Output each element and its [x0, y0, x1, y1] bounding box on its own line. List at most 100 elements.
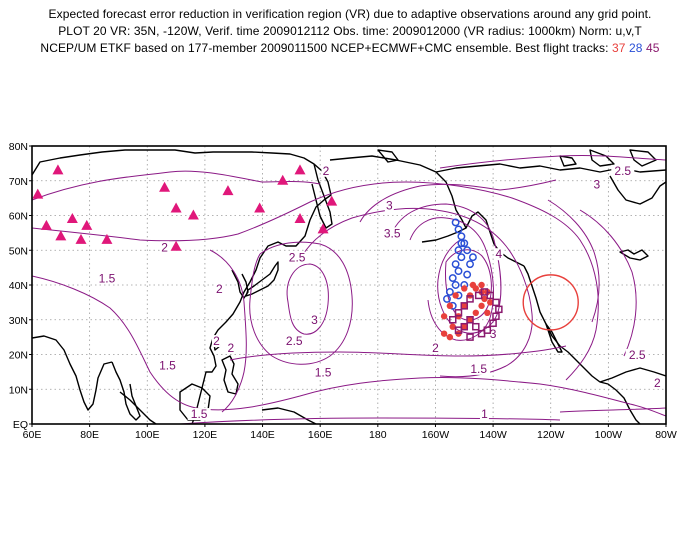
observation-site-marker [294, 164, 306, 175]
contour-label: 2 [323, 164, 330, 178]
observation-site-marker [222, 185, 234, 196]
contour-label-bg [592, 178, 602, 191]
lon-tick-label: 80E [80, 429, 99, 441]
track-point [448, 316, 457, 324]
contour-label: 2 [654, 376, 661, 390]
lat-tick-label: 50N [9, 245, 28, 257]
contour-label-bg [488, 328, 498, 341]
contour-label: 3 [593, 178, 600, 192]
header-line-3-text: NCEP/UM ETKF based on 177-member 2009011… [40, 41, 609, 55]
contour-label: 2 [216, 282, 223, 296]
lat-tick-label: 60N [9, 211, 28, 223]
contour-label-bg [652, 376, 662, 389]
contour-label: 1.5 [470, 362, 487, 376]
flight-track-28 [443, 218, 477, 310]
contour-2-outer [32, 181, 599, 381]
sumatra-coastline [119, 391, 157, 424]
arctic-island-4 [559, 155, 577, 167]
arctic-island-1 [377, 149, 399, 163]
track-point [484, 309, 491, 316]
track-label-45: 45 [646, 41, 660, 55]
lat-tick-label: 30N [9, 315, 28, 327]
track-point [454, 267, 463, 276]
observation-site-marker [254, 202, 266, 213]
observation-site-marker [187, 209, 199, 220]
contour-label: 1.5 [191, 407, 208, 421]
lon-tick-label: 140W [479, 429, 507, 441]
contour-1.5-east [559, 407, 666, 413]
hudson-bay-coast [609, 175, 666, 205]
observation-site-marker [170, 202, 182, 213]
observation-site-marker [75, 233, 87, 244]
track-point [463, 246, 472, 255]
observation-site-marker [159, 181, 171, 192]
arctic-island-3 [629, 149, 657, 167]
track-point [478, 302, 485, 310]
header-line-2: PLOT 20 VR: 35N, -120W, Verif. time 2009… [58, 24, 642, 38]
observation-site-marker [40, 219, 52, 230]
track-point [451, 281, 460, 289]
track-point [460, 302, 469, 310]
header-line-1: Expected forecast error reduction in ver… [48, 7, 652, 21]
contour-label: 2 [432, 341, 439, 355]
malay-coastline [111, 361, 141, 421]
contour-label: 2.5 [289, 251, 306, 265]
contour-label-bg [479, 408, 489, 421]
lon-tick-label: 120E [193, 429, 218, 441]
asia-coastline [32, 149, 332, 424]
track-point [446, 302, 454, 310]
coastlines [32, 149, 666, 424]
contour-label: 1.5 [315, 365, 332, 379]
track-point [495, 305, 503, 314]
lon-tick-label: 180 [369, 429, 387, 441]
contour-label: 3 [490, 327, 497, 341]
lat-tick-label: 40N [9, 280, 28, 292]
contour-label-bg [311, 366, 335, 379]
contour-2-west [209, 249, 247, 413]
gulf-of-mexico-coast [599, 367, 666, 383]
contour-label-bg [625, 348, 649, 361]
track-label-37: 37 [612, 41, 626, 55]
japan-coastline [245, 261, 279, 297]
observation-site-marker [81, 219, 93, 230]
contour-3-inner [409, 217, 494, 341]
contour-2-east [579, 209, 637, 357]
contour-1.5-band [32, 275, 666, 417]
track-point [457, 239, 466, 248]
track-point [445, 288, 454, 296]
lon-tick-label: 80W [655, 429, 677, 441]
track-point [451, 218, 460, 227]
header-line-3: NCEP/UM ETKF based on 177-member 2009011… [0, 40, 700, 57]
lat-tick-label: 10N [9, 384, 28, 396]
contour-label: 4 [496, 247, 503, 261]
track-point [481, 295, 488, 303]
contour-label-bg [309, 314, 319, 327]
lat-tick-label: EQ [13, 419, 28, 431]
arctic-island-2 [589, 149, 615, 167]
contour-label: 3 [386, 199, 393, 213]
track-point [492, 298, 500, 307]
contour-label-bg [467, 362, 491, 375]
track-point [486, 291, 494, 300]
track-point [489, 319, 497, 327]
contour-label-bg [155, 359, 179, 372]
contour-label-bg [494, 248, 504, 261]
observation-site-marker [32, 188, 44, 199]
error-reduction-contours [32, 154, 666, 424]
track-point [461, 323, 468, 330]
new-guinea-coastline [261, 407, 317, 424]
observation-site-marker [326, 195, 338, 206]
contour-label: 2 [228, 341, 235, 355]
contour-label-bg [285, 251, 309, 264]
observation-sites [32, 164, 338, 251]
track-point [466, 295, 474, 303]
contour-label-bg [187, 408, 211, 421]
contour-3-west-oval [286, 263, 329, 335]
contour-label-bg [226, 342, 236, 355]
lon-tick-label: 60E [23, 429, 42, 441]
kamchatka-coastline [311, 163, 333, 229]
contour-label-bg [611, 164, 635, 177]
track-point [454, 309, 463, 317]
track-point [468, 253, 477, 262]
